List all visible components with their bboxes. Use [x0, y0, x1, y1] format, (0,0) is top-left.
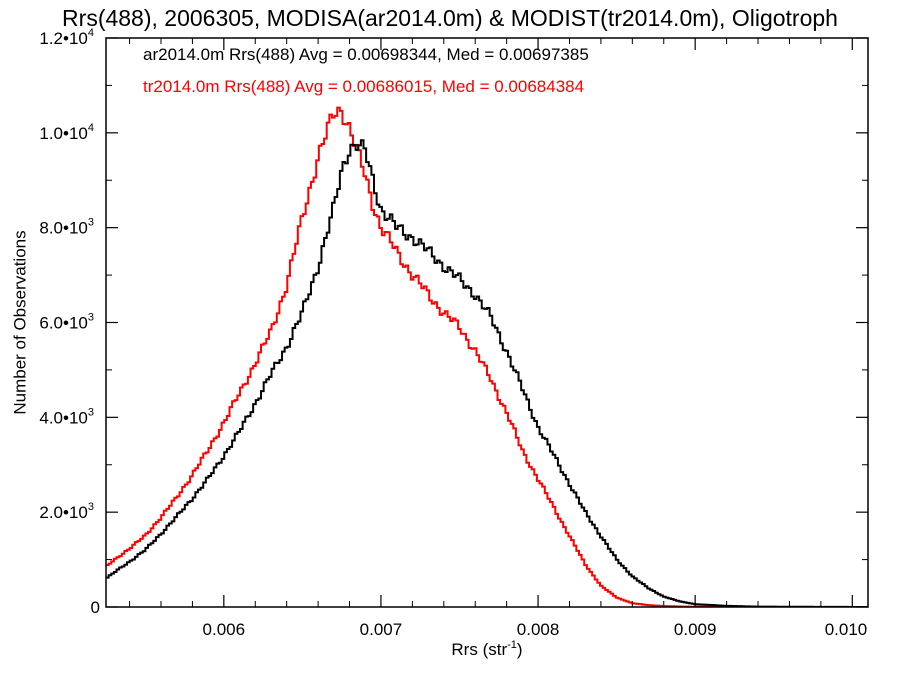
y-tick-label: 1.0•104	[39, 122, 94, 143]
y-tick-label: 0	[91, 598, 100, 617]
chart-title: Rrs(488), 2006305, MODISA(ar2014.0m) & M…	[62, 5, 838, 31]
y-tick-label: 6.0•103	[39, 312, 94, 333]
y-tick-label: 2.0•103	[39, 501, 94, 522]
x-tick-label: 0.008	[517, 620, 560, 639]
x-axis: 0.006 0.007 0.008 0.009 0.010	[129, 38, 868, 639]
y-tick-label: 8.0•103	[39, 217, 94, 238]
legend-entry-series-ar2014: ar2014.0m Rrs(488) Avg = 0.00698344, Med…	[143, 45, 589, 64]
legend-entry-series-tr2014: tr2014.0m Rrs(488) Avg = 0.00686015, Med…	[143, 77, 584, 96]
x-tick-label: 0.009	[674, 620, 717, 639]
x-tick-label: 0.007	[360, 620, 403, 639]
legend: ar2014.0m Rrs(488) Avg = 0.00698344, Med…	[143, 45, 589, 96]
x-tick-label: 0.010	[825, 620, 868, 639]
series-line-ar2014	[106, 139, 868, 607]
y-axis: 0 2.0•103 4.0•103 6.0•103 8.0•103 1.0•104 1.2•…	[39, 27, 868, 617]
x-axis-label: Rrs (str-1)	[451, 639, 522, 659]
y-tick-label: 4.0•103	[39, 406, 94, 427]
y-axis-label: Number of Observations	[10, 230, 29, 414]
x-tick-label: 0.006	[203, 620, 246, 639]
y-tick-label: 1.2•104	[39, 27, 94, 48]
